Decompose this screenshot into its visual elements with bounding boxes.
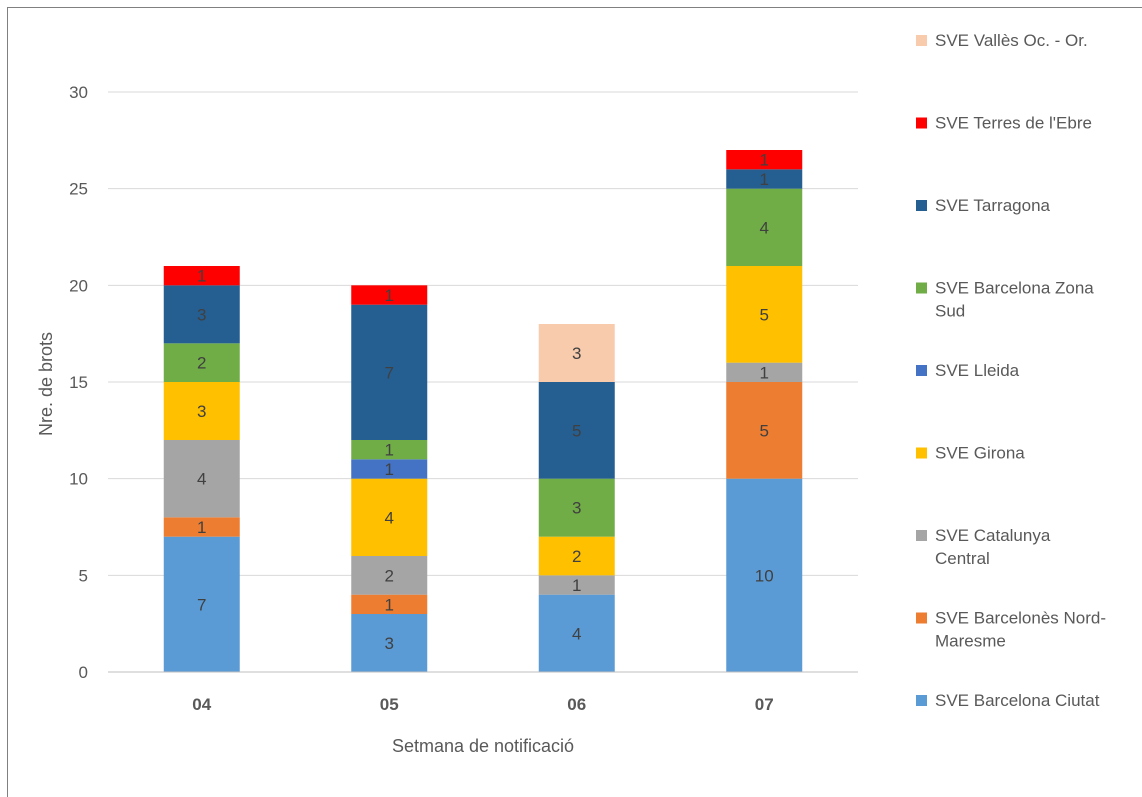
data-label: 3 (197, 305, 206, 324)
legend-swatch (916, 695, 927, 706)
data-label: 3 (197, 402, 206, 421)
data-label: 5 (760, 305, 769, 324)
bar-segment (163, 266, 240, 286)
data-label: 2 (197, 354, 206, 373)
bar-segment (351, 459, 428, 479)
y-tick-label: 20 (69, 276, 88, 295)
y-tick-label: 10 (69, 470, 88, 489)
bar-segment (163, 517, 240, 537)
legend-swatch (916, 530, 927, 541)
y-tick-label: 15 (69, 373, 88, 392)
legend-swatch (916, 447, 927, 459)
bar-segment (726, 478, 803, 672)
legend-swatch (916, 35, 927, 46)
legend-swatch (916, 200, 927, 211)
y-tick-label: 5 (79, 566, 88, 585)
data-label: 1 (760, 170, 769, 189)
x-tick-label: 06 (567, 695, 586, 714)
y-axis-title: Nre. de brots (36, 332, 56, 436)
bar-segment (351, 440, 428, 460)
data-label: 1 (385, 595, 394, 614)
y-tick-label: 25 (69, 180, 88, 199)
x-tick-label: 07 (755, 695, 774, 714)
legend-label: SVE Barcelona Ciutat (935, 691, 1100, 710)
data-label: 1 (572, 576, 581, 595)
data-label: 2 (385, 566, 394, 585)
data-label: 4 (385, 508, 394, 527)
legend-label: SVE Catalunya Central (935, 526, 1051, 568)
legend-label: SVE Vallès Oc. - Or. (935, 31, 1088, 50)
x-tick-label: 04 (192, 695, 211, 714)
x-axis-categories: 04 05 06 07 (192, 695, 773, 714)
legend-label: SVE Tarragona (935, 196, 1051, 215)
bar-segment (726, 188, 803, 266)
chart-frame (7, 7, 1142, 797)
data-label: 1 (760, 151, 769, 170)
data-label: 4 (572, 624, 581, 643)
data-label: 4 (760, 218, 769, 237)
x-axis-title: Setmana de notificació (392, 736, 574, 756)
data-label: 5 (572, 421, 581, 440)
legend-label: SVE Barcelona Zona Sud (935, 279, 1094, 321)
bar-segment (351, 285, 428, 305)
bar-segment (726, 150, 803, 170)
bar-segment (351, 478, 428, 556)
y-axis-ticks: 0 5 10 15 20 25 30 (69, 83, 88, 682)
data-label: 3 (385, 634, 394, 653)
bar-segment (726, 169, 803, 189)
bar-segment (726, 266, 803, 363)
bar-segment (538, 324, 615, 382)
legend: SVE Vallès Oc. - Or. SVE Terres de l'Ebre… (916, 31, 1106, 710)
bar-segment (726, 362, 803, 382)
data-label: 3 (572, 344, 581, 363)
data-label: 7 (385, 363, 394, 382)
data-label: 1 (760, 363, 769, 382)
bar-segment (538, 536, 615, 576)
legend-label: SVE Terres de l'Ebre (935, 114, 1092, 133)
data-label: 4 (197, 470, 206, 489)
data-label: 1 (197, 267, 206, 286)
bar-segment (538, 478, 615, 537)
bar-segment (351, 556, 428, 595)
data-label: 10 (755, 566, 774, 585)
data-label: 1 (385, 460, 394, 479)
bar-segment (163, 440, 240, 518)
bar-segment (163, 343, 240, 382)
x-tick-label: 05 (380, 695, 399, 714)
bar-segment (538, 382, 615, 479)
bar-segment (351, 614, 428, 672)
bar-segment (163, 382, 240, 440)
bar-segment (538, 575, 615, 595)
bar-segment (163, 536, 240, 672)
legend-swatch (916, 282, 927, 294)
bar-segment (726, 382, 803, 479)
legend-label: SVE Lleida (935, 361, 1020, 380)
data-label: 1 (197, 518, 206, 537)
data-label: 5 (760, 421, 769, 440)
data-label: 1 (385, 286, 394, 305)
bar-segment (538, 594, 615, 672)
y-tick-label: 30 (69, 83, 88, 102)
data-label: 3 (572, 499, 581, 518)
data-label: 1 (385, 441, 394, 460)
legend-swatch (916, 117, 927, 129)
bar-segment (163, 285, 240, 344)
legend-swatch (916, 612, 927, 624)
y-tick-label: 0 (79, 663, 88, 682)
bar-segment (351, 304, 428, 440)
data-label: 7 (197, 595, 206, 614)
legend-label: SVE Barcelonès Nord-Maresme (935, 609, 1106, 651)
data-label: 2 (572, 547, 581, 566)
legend-swatch (916, 365, 927, 376)
bar-segment (351, 594, 428, 614)
legend-label: SVE Girona (935, 444, 1025, 463)
